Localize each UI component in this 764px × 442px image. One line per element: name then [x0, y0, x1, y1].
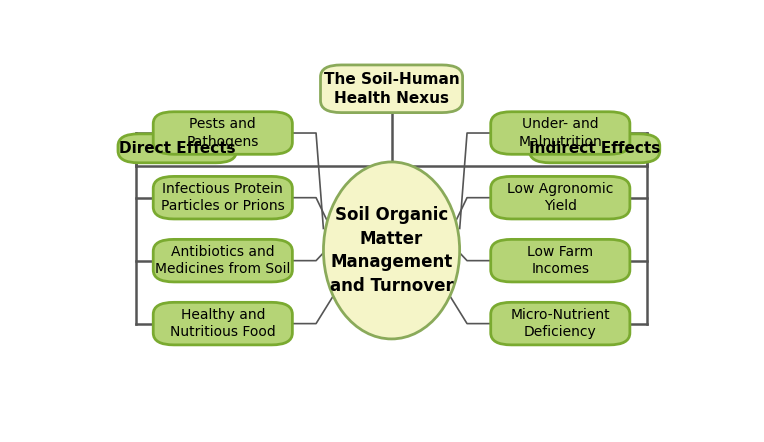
FancyBboxPatch shape	[490, 240, 630, 282]
Text: Indirect Effects: Indirect Effects	[529, 141, 660, 156]
FancyBboxPatch shape	[154, 112, 293, 154]
FancyBboxPatch shape	[154, 240, 293, 282]
FancyBboxPatch shape	[118, 134, 236, 163]
Text: Low Agronomic
Yield: Low Agronomic Yield	[507, 182, 613, 213]
Text: Pests and
Pathogens: Pests and Pathogens	[186, 118, 259, 149]
Ellipse shape	[323, 162, 460, 339]
Text: Soil Organic
Matter
Management
and Turnover: Soil Organic Matter Management and Turno…	[330, 206, 453, 295]
Text: Under- and
Malnutrition: Under- and Malnutrition	[519, 118, 602, 149]
FancyBboxPatch shape	[154, 176, 293, 219]
FancyBboxPatch shape	[321, 65, 463, 113]
Text: Infectious Protein
Particles or Prions: Infectious Protein Particles or Prions	[161, 182, 285, 213]
Text: Low Farm
Incomes: Low Farm Incomes	[527, 245, 594, 276]
Text: Direct Effects: Direct Effects	[119, 141, 235, 156]
Text: Micro-Nutrient
Deficiency: Micro-Nutrient Deficiency	[510, 308, 610, 339]
FancyBboxPatch shape	[490, 176, 630, 219]
Text: The Soil-Human
Health Nexus: The Soil-Human Health Nexus	[324, 72, 459, 106]
FancyBboxPatch shape	[154, 302, 293, 345]
FancyBboxPatch shape	[490, 302, 630, 345]
Text: Antibiotics and
Medicines from Soil: Antibiotics and Medicines from Soil	[155, 245, 290, 276]
FancyBboxPatch shape	[490, 112, 630, 154]
Text: Healthy and
Nutritious Food: Healthy and Nutritious Food	[170, 308, 276, 339]
FancyBboxPatch shape	[529, 134, 660, 163]
